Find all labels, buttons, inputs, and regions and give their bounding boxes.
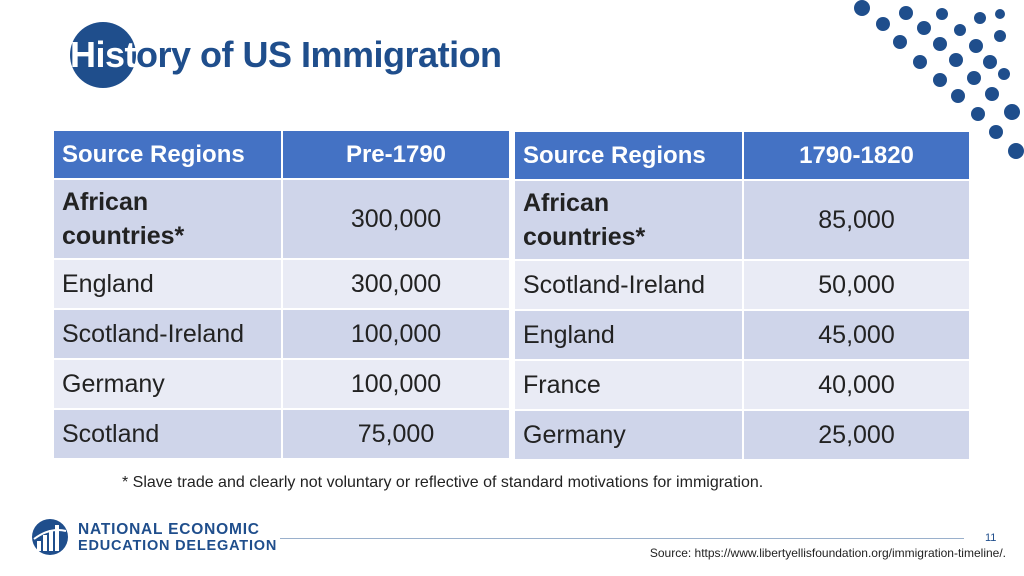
table-header-row: Source Regions Pre-1790 — [54, 131, 509, 178]
region-cell: England — [515, 311, 742, 359]
immigration-table-1790-1820: Source Regions 1790-1820 African countri… — [513, 130, 971, 461]
column-header-region: Source Regions — [515, 132, 742, 179]
table-row: Scotland-Ireland 50,000 — [515, 261, 969, 309]
table-row: Scotland 75,000 — [54, 410, 509, 458]
region-cell: African countries* — [54, 180, 281, 258]
page-number: 11 — [985, 532, 997, 544]
column-header-period: 1790-1820 — [744, 132, 969, 179]
immigration-table-pre-1790: Source Regions Pre-1790 African countrie… — [52, 129, 511, 460]
footer-divider — [280, 538, 964, 539]
slide-title: History of US Immigration — [70, 30, 502, 80]
value-cell: 300,000 — [283, 260, 509, 308]
logo-text-line2: EDUCATION DELEGATION — [78, 538, 278, 554]
slide-title-highlight: Hist — [70, 34, 137, 75]
logo-text-line1: NATIONAL ECONOMIC — [78, 521, 260, 538]
table-row: African countries* 300,000 — [54, 180, 509, 258]
column-header-region: Source Regions — [54, 131, 281, 178]
region-cell: Scotland — [54, 410, 281, 458]
value-cell: 50,000 — [744, 261, 969, 309]
region-cell: France — [515, 361, 742, 409]
value-cell: 40,000 — [744, 361, 969, 409]
source-citation: Source: https://www.libertyellisfoundati… — [649, 546, 1006, 560]
table-row: France 40,000 — [515, 361, 969, 409]
title-accent-circle — [70, 22, 136, 88]
region-cell: England — [54, 260, 281, 308]
table-row: Scotland-Ireland 100,000 — [54, 310, 509, 358]
footnote: * Slave trade and clearly not voluntary … — [122, 474, 764, 491]
table-row: Germany 100,000 — [54, 360, 509, 408]
slide-title-rest: ory of US Immigration — [136, 34, 502, 75]
value-cell: 100,000 — [283, 310, 509, 358]
value-cell: 75,000 — [283, 410, 509, 458]
value-cell: 45,000 — [744, 311, 969, 359]
table-row: Germany 25,000 — [515, 411, 969, 459]
region-cell: African countries* — [515, 181, 742, 259]
table-row: African countries* 85,000 — [515, 181, 969, 259]
value-cell: 100,000 — [283, 360, 509, 408]
value-cell: 85,000 — [744, 181, 969, 259]
table-row: England 45,000 — [515, 311, 969, 359]
globe-logo-icon — [32, 519, 68, 555]
table-row: England 300,000 — [54, 260, 509, 308]
region-cell: Scotland-Ireland — [515, 261, 742, 309]
region-cell: Germany — [515, 411, 742, 459]
column-header-period: Pre-1790 — [283, 131, 509, 178]
value-cell: 25,000 — [744, 411, 969, 459]
region-cell: Germany — [54, 360, 281, 408]
table-header-row: Source Regions 1790-1820 — [515, 132, 969, 179]
region-cell: Scotland-Ireland — [54, 310, 281, 358]
value-cell: 300,000 — [283, 180, 509, 258]
